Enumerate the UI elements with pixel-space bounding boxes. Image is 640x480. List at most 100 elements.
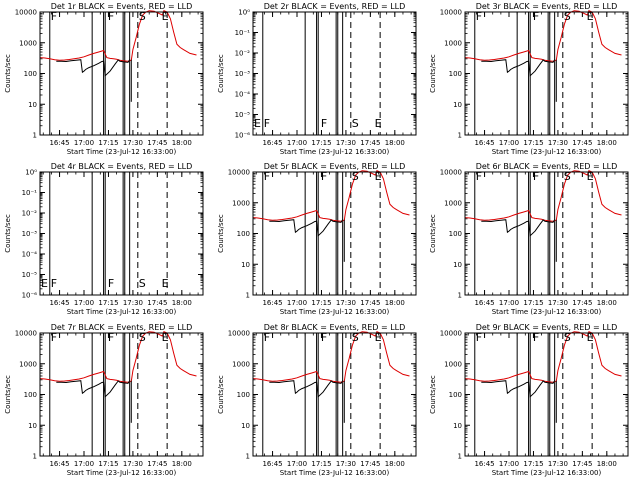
marker-label: S	[564, 10, 571, 23]
y-tick-label: 1	[33, 453, 37, 461]
x-tick-label: 18:00	[597, 460, 617, 468]
x-tick-label: 17:15	[523, 139, 543, 147]
lld-series-line	[39, 331, 197, 383]
x-tick-label: 17:15	[98, 139, 118, 147]
x-tick-label: 17:30	[123, 139, 143, 147]
x-tick-label: 17:15	[98, 460, 118, 468]
y-tick-label: 10	[241, 422, 250, 430]
x-tick-label: 17:00	[499, 460, 519, 468]
marker-label: S	[352, 331, 359, 344]
y-tick-label: 1	[246, 292, 250, 300]
x-tick-label: 17:30	[336, 139, 356, 147]
marker-label: S	[352, 117, 359, 130]
y-tick-label: 100	[237, 391, 250, 399]
y-tick-label: 1000	[232, 360, 250, 368]
chart-panel-4: Det 4r BLACK = Events, RED = LLD Counts/s…	[4, 162, 204, 316]
x-tick-label: 17:15	[523, 299, 543, 307]
events-series-line	[481, 59, 556, 77]
x-tick-label: 17:00	[74, 139, 94, 147]
events-series-line	[56, 380, 131, 398]
y-tick-label: 1	[458, 292, 462, 300]
chart-panel-1: Det 1r BLACK = Events, RED = LLD Counts/s…	[4, 2, 204, 156]
chart-title: Det 3r BLACK = Events, RED = LLD	[476, 2, 618, 11]
chart-panel-3: Det 3r BLACK = Events, RED = LLD Counts/s…	[429, 2, 629, 156]
y-tick-label: 1	[458, 453, 462, 461]
x-tick-label: 17:00	[74, 460, 94, 468]
marker-label: E	[587, 170, 594, 183]
marker-label: F	[264, 331, 270, 344]
x-tick-label: 17:45	[572, 139, 592, 147]
y-tick-label: 1000	[444, 360, 462, 368]
x-axis-label: Start Time (23-Jul-12 16:33:00)	[67, 148, 177, 156]
chart-panel-7: Det 7r BLACK = Events, RED = LLD Counts/s…	[4, 323, 204, 477]
marker-label: F	[533, 170, 539, 183]
x-axis-label: Start Time (23-Jul-12 16:33:00)	[280, 308, 390, 316]
chart-panel-8: Det 8r BLACK = Events, RED = LLD Counts/s…	[217, 323, 417, 477]
marker-label: E	[162, 10, 169, 23]
x-tick-label: 17:15	[98, 299, 118, 307]
y-axis-label: Counts/sec	[4, 54, 12, 93]
y-tick-label: 10	[241, 261, 250, 269]
x-tick-label: 17:00	[287, 299, 307, 307]
chart-title: Det 6r BLACK = Events, RED = LLD	[476, 162, 618, 171]
marker-label: E	[375, 117, 382, 130]
y-tick-label: 10000	[15, 9, 37, 17]
events-series-line	[56, 59, 131, 77]
plot-frame	[39, 11, 204, 136]
x-tick-label: 17:15	[311, 299, 331, 307]
x-axis-label: Start Time (23-Jul-12 16:33:00)	[492, 148, 602, 156]
events-series-line	[481, 380, 556, 398]
chart-panel-6: Det 6r BLACK = Events, RED = LLD Counts/s…	[429, 162, 629, 316]
x-tick-label: 18:00	[172, 460, 192, 468]
chart-panel-2: Det 2r BLACK = Events, RED = LLD Counts/s…	[217, 2, 417, 156]
x-tick-label: 17:45	[360, 460, 380, 468]
y-tick-label: 100	[449, 70, 462, 78]
x-tick-label: 16:45	[474, 139, 494, 147]
lld-series-line	[252, 331, 410, 383]
y-tick-label: 10⁻¹	[22, 189, 38, 197]
y-tick-label: 10⁻⁴	[235, 91, 251, 99]
chart-title: Det 9r BLACK = Events, RED = LLD	[476, 323, 618, 332]
y-tick-label: 1000	[19, 39, 37, 47]
x-tick-label: 16:45	[262, 460, 282, 468]
x-tick-label: 17:30	[336, 299, 356, 307]
marker-label: S	[139, 331, 146, 344]
plot-frame	[39, 171, 204, 296]
marker-label: S	[352, 170, 359, 183]
y-axis-label: Counts/sec	[217, 54, 225, 93]
plot-frame	[252, 11, 417, 136]
x-tick-label: 17:00	[287, 460, 307, 468]
y-tick-label: 10⁻²	[235, 50, 251, 58]
y-axis-label: Counts/sec	[4, 214, 12, 253]
y-tick-label: 10	[453, 261, 462, 269]
events-series-line	[269, 380, 344, 398]
lld-series-line	[464, 331, 622, 383]
x-tick-label: 17:45	[360, 139, 380, 147]
x-tick-label: 18:00	[172, 299, 192, 307]
lld-series-line	[39, 10, 197, 62]
marker-label: F	[321, 170, 327, 183]
chart-panel-5: Det 5r BLACK = Events, RED = LLD Counts/s…	[217, 162, 417, 316]
chart-panel-9: Det 9r BLACK = Events, RED = LLD Counts/s…	[429, 323, 629, 477]
chart-title: Det 4r BLACK = Events, RED = LLD	[51, 162, 193, 171]
x-tick-label: 18:00	[385, 299, 405, 307]
y-tick-label: 1000	[444, 39, 462, 47]
y-tick-label: 10⁻⁵	[22, 271, 38, 279]
x-tick-label: 18:00	[597, 299, 617, 307]
marker-label: E	[162, 277, 169, 290]
y-tick-label: 10⁻⁴	[22, 251, 38, 259]
x-tick-label: 17:15	[311, 460, 331, 468]
marker-label: E	[162, 331, 169, 344]
y-axis-label: Counts/sec	[217, 375, 225, 414]
x-axis-label: Start Time (23-Jul-12 16:33:00)	[280, 148, 390, 156]
y-axis-label: Counts/sec	[429, 214, 437, 253]
y-tick-label: 10000	[440, 169, 462, 177]
y-tick-label: 1000	[19, 360, 37, 368]
x-axis-label: Start Time (23-Jul-12 16:33:00)	[67, 308, 177, 316]
x-tick-label: 17:30	[548, 460, 568, 468]
y-axis-label: Counts/sec	[429, 54, 437, 93]
y-tick-label: 10000	[228, 169, 250, 177]
x-tick-label: 17:15	[523, 460, 543, 468]
plot-frame	[252, 332, 417, 457]
x-tick-label: 17:30	[336, 460, 356, 468]
